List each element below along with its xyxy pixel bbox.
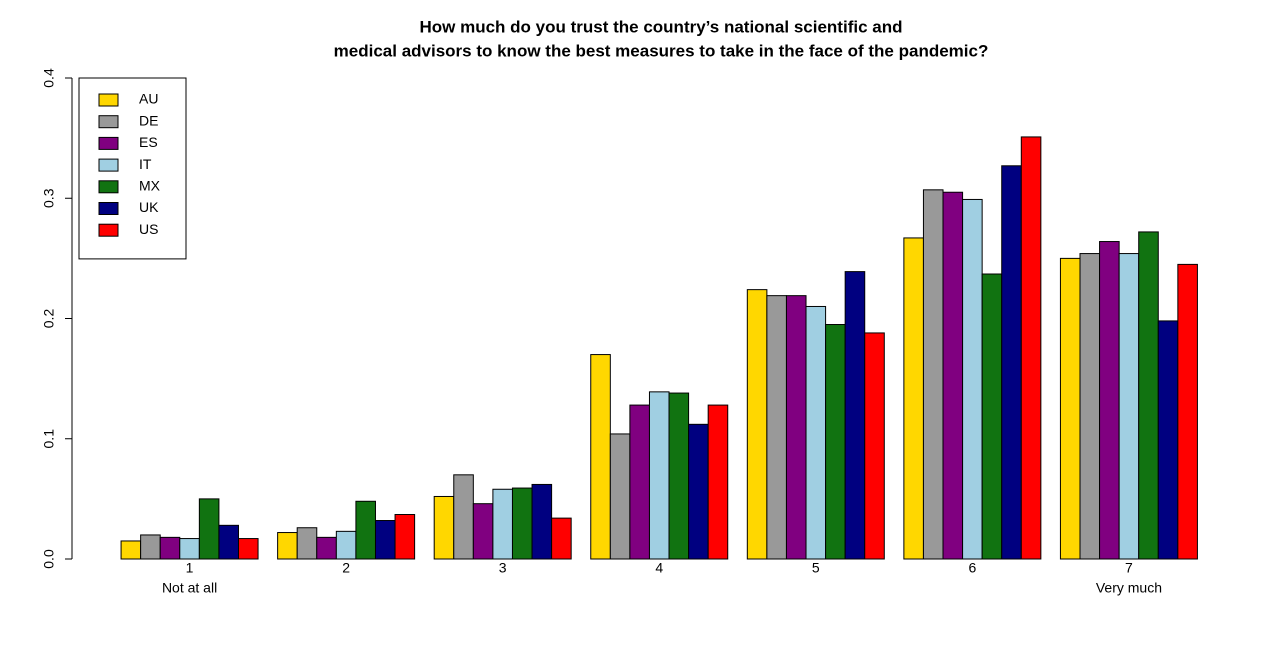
x-tick-label: 2: [342, 560, 350, 576]
legend-swatch: [98, 180, 119, 194]
legend-swatch: [98, 115, 119, 129]
x-tick-label: 7: [1125, 560, 1133, 576]
legend-box: [78, 77, 187, 260]
bar: [590, 354, 611, 560]
bar: [785, 295, 807, 560]
x-tick-label: 3: [499, 560, 507, 576]
legend-label: IT: [139, 156, 152, 172]
bar: [922, 189, 944, 560]
bar: [1001, 165, 1022, 560]
bar: [805, 305, 827, 560]
bar: [218, 524, 239, 560]
bar: [864, 332, 885, 560]
chart-title: How much do you trust the country’s nati…: [420, 17, 903, 36]
legend-label: US: [139, 221, 158, 237]
bar: [668, 392, 690, 560]
y-tick-label: 0.2: [41, 309, 57, 329]
y-tick-label: 0.0: [41, 549, 57, 569]
bar: [1177, 263, 1198, 560]
bar: [688, 423, 709, 560]
bar: [1020, 136, 1042, 560]
legend-swatch: [98, 158, 119, 172]
bar: [1118, 253, 1140, 560]
bar: [237, 538, 259, 560]
y-tick-label: 0.4: [41, 68, 57, 88]
bar: [903, 237, 924, 560]
bar: [609, 433, 631, 560]
bar: [159, 536, 181, 560]
bar: [394, 514, 416, 560]
bar: [981, 273, 1003, 560]
bar: [472, 503, 494, 560]
x-tick-label: 5: [812, 560, 820, 576]
chart-title: medical advisors to know the best measur…: [334, 41, 989, 60]
legend-label: UK: [139, 199, 159, 215]
bar: [825, 324, 846, 560]
legend-swatch: [98, 136, 119, 150]
legend-swatch: [98, 202, 119, 215]
bar: [1157, 320, 1179, 560]
bar: [746, 289, 768, 560]
bar: [1138, 231, 1159, 560]
bar: [531, 483, 553, 560]
bar: [198, 498, 220, 560]
bar: [648, 391, 670, 560]
legend-label: MX: [139, 178, 161, 194]
bar: [355, 500, 376, 560]
y-tick-label: 0.1: [41, 429, 57, 449]
bar: [707, 404, 729, 560]
bar: [374, 520, 396, 560]
legend-swatch: [98, 93, 119, 107]
bar: [492, 488, 513, 560]
bar: [335, 530, 357, 560]
bar: [1099, 241, 1120, 560]
bar: [433, 495, 455, 560]
bar: [629, 404, 650, 560]
bar: [1059, 257, 1081, 560]
bar: [962, 198, 983, 560]
x-tick-label: 1: [186, 560, 194, 576]
bar: [316, 536, 337, 560]
y-tick-label: 0.3: [41, 188, 57, 208]
bar: [453, 474, 474, 560]
bar: [511, 487, 533, 560]
bar: [120, 540, 142, 560]
legend-label: AU: [139, 91, 158, 107]
x-tick-sublabel: Very much: [1096, 580, 1162, 596]
x-tick-sublabel: Not at all: [162, 580, 217, 596]
bar: [551, 517, 572, 560]
bar: [1079, 253, 1101, 560]
legend-label: ES: [139, 134, 158, 150]
bar: [296, 527, 318, 560]
legend-label: DE: [139, 112, 158, 128]
x-tick-label: 6: [968, 560, 976, 576]
bar: [277, 532, 298, 560]
bar: [140, 534, 161, 560]
bar: [766, 295, 787, 560]
x-tick-label: 4: [655, 560, 663, 576]
bar: [942, 191, 964, 560]
bar: [179, 538, 200, 560]
bar: [844, 271, 866, 560]
legend-swatch: [98, 223, 119, 237]
